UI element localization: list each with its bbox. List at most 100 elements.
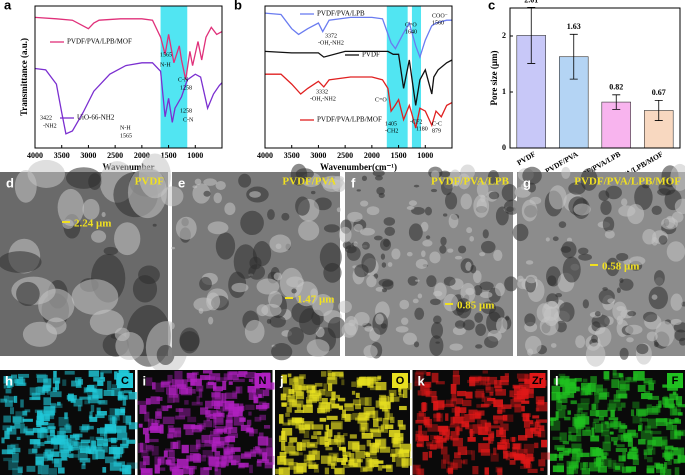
eds-signal [478, 426, 489, 436]
eds-signal [257, 459, 269, 463]
eds-signal [627, 376, 632, 381]
eds-signal [572, 465, 576, 471]
eds-signal [669, 406, 678, 416]
texture [473, 194, 490, 218]
eds-signal [397, 419, 404, 427]
eds-signal [540, 467, 544, 471]
eds-signal [306, 399, 313, 407]
eds-signal [649, 430, 662, 435]
panel-label: l [555, 373, 559, 388]
eds-signal [414, 381, 423, 387]
eds-signal [377, 460, 384, 464]
eds-signal [284, 445, 296, 454]
texture [414, 307, 425, 320]
eds-signal [622, 451, 627, 462]
eds-signal [450, 398, 457, 407]
texture [366, 275, 377, 288]
eds-signal [113, 453, 120, 459]
eds-signal [460, 412, 465, 418]
eds-signal [440, 446, 448, 455]
eds-signal [157, 458, 162, 466]
eds-signal [590, 376, 597, 385]
eds-signal [64, 370, 75, 375]
texture [207, 221, 229, 235]
eds-signal [225, 445, 229, 456]
eds-signal [54, 380, 60, 391]
eds-signal [205, 400, 213, 409]
spectrum-line [265, 73, 453, 129]
eds-signal [425, 441, 433, 447]
eds-signal [308, 464, 318, 469]
eds-signal [115, 448, 125, 453]
eds-map [275, 370, 412, 475]
eds-signal [214, 426, 227, 432]
texture [366, 206, 380, 216]
eds-signal [556, 392, 562, 403]
eds-signal [212, 437, 221, 444]
eds-signal [352, 442, 360, 452]
texture [364, 325, 373, 332]
texture [89, 309, 124, 335]
eds-signal [266, 437, 273, 447]
eds-signal [502, 415, 508, 421]
x-axis-label: Wavenumber(cm⁻¹) [320, 162, 397, 172]
eds-signal [644, 452, 648, 460]
texture [383, 217, 396, 226]
eds-signal [530, 427, 536, 432]
eds-signal [79, 396, 91, 400]
eds-signal [6, 428, 17, 435]
texture [381, 288, 388, 293]
eds-signal [511, 436, 516, 443]
sample-label: PVDF/PVA/LPB [431, 176, 510, 188]
texture [558, 221, 567, 229]
eds-signal [351, 390, 356, 395]
eds-signal [120, 443, 129, 449]
eds-signal [418, 425, 423, 435]
eds-signal [289, 437, 298, 443]
eds-signal [501, 404, 512, 409]
texture [421, 250, 426, 258]
eds-signal [185, 429, 194, 436]
eds-signal [291, 417, 303, 423]
eds-signal [293, 466, 304, 474]
eds-signal [555, 411, 559, 421]
eds-signal [95, 414, 105, 419]
eds-signal [146, 444, 154, 452]
texture [670, 163, 685, 191]
eds-signal [415, 419, 428, 424]
eds-signal [103, 431, 108, 442]
eds-signal [431, 395, 438, 404]
eds-signal [255, 404, 268, 410]
texture [514, 186, 531, 198]
eds-signal [402, 389, 408, 398]
eds-signal [291, 417, 302, 426]
eds-signal [342, 447, 347, 456]
legend-label: UiO-66-NH2 [77, 114, 115, 122]
eds-signal [143, 456, 150, 466]
texture [604, 230, 615, 239]
eds-signal [306, 454, 315, 461]
texture [426, 275, 437, 288]
eds-signal [369, 442, 380, 453]
eds-signal [656, 418, 668, 427]
eds-signal [17, 373, 30, 378]
eds-signal [590, 435, 600, 442]
texture [138, 265, 160, 285]
texture [648, 286, 668, 310]
eds-signal [490, 433, 495, 442]
eds-signal [355, 450, 366, 459]
texture [505, 315, 510, 321]
eds-signal [128, 422, 141, 430]
texture [646, 331, 658, 342]
eds-signal [509, 390, 514, 398]
texture [578, 247, 589, 255]
eds-signal [105, 456, 117, 464]
eds-map [412, 370, 552, 475]
eds-signal [384, 409, 390, 420]
texture [310, 190, 316, 195]
eds-signal [124, 390, 133, 394]
eds-signal [656, 403, 662, 408]
eds-signal [550, 420, 561, 431]
eds-signal [88, 370, 100, 377]
eds-signal [91, 440, 97, 451]
